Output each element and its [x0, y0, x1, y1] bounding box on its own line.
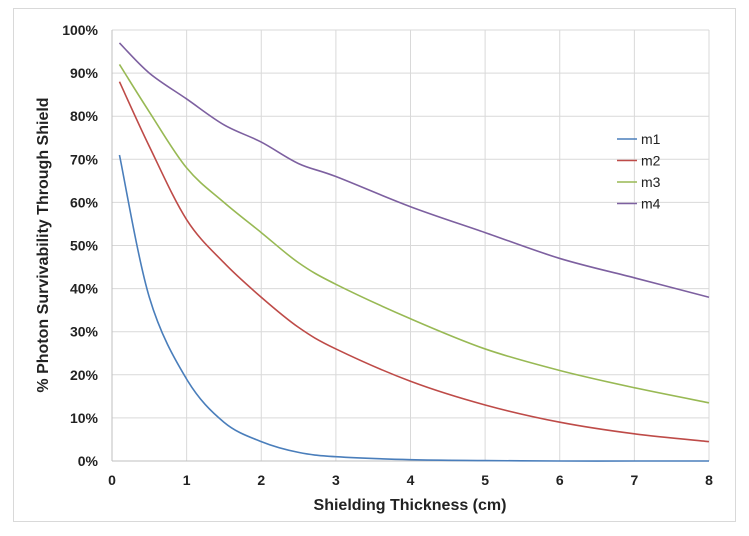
- y-tick-label: 60%: [70, 194, 99, 210]
- series-line-m2: [118, 81, 710, 443]
- legend-label-m4: m4: [641, 196, 661, 212]
- gridlines: [112, 29, 710, 461]
- x-tick-label: 3: [332, 472, 340, 488]
- x-axis-title: Shielding Thickness (cm): [314, 497, 507, 514]
- y-axis-title: % Photon Survivability Through Shield: [35, 97, 52, 392]
- x-tick-label: 6: [556, 472, 564, 488]
- y-tick-label: 10%: [70, 410, 99, 426]
- x-tick-label: 5: [481, 472, 489, 488]
- legend: m1 m2 m3 m4: [617, 131, 661, 212]
- y-tick-label: 70%: [70, 151, 99, 167]
- x-tick-label: 7: [630, 472, 638, 488]
- legend-label-m3: m3: [641, 174, 661, 190]
- x-tick-label: 2: [257, 472, 265, 488]
- y-tick-label: 20%: [70, 367, 99, 383]
- y-tick-label: 90%: [70, 65, 99, 81]
- x-tick-label: 0: [108, 472, 116, 488]
- y-tick-label: 40%: [70, 281, 99, 297]
- legend-label-m1: m1: [641, 131, 661, 147]
- y-tick-label: 30%: [70, 324, 99, 340]
- x-tick-label: 1: [183, 472, 191, 488]
- x-tick-labels: 0 1 2 3 4 5 6 7 8: [108, 472, 713, 488]
- series-line-m1: [118, 154, 709, 462]
- x-tick-label: 4: [407, 472, 415, 488]
- y-tick-label: 50%: [70, 238, 99, 254]
- series-lines: [118, 42, 710, 462]
- y-tick-label: 100%: [62, 22, 98, 38]
- y-tick-labels: 0% 10% 20% 30% 40% 50% 60% 70% 80% 90% 100%: [62, 22, 98, 469]
- series-line-m4: [118, 42, 710, 298]
- y-tick-label: 0%: [78, 453, 99, 469]
- legend-label-m2: m2: [641, 153, 661, 169]
- chart-frame: [13, 8, 736, 522]
- y-tick-label: 80%: [70, 108, 99, 124]
- series-line-m3: [118, 64, 710, 404]
- x-tick-label: 8: [705, 472, 713, 488]
